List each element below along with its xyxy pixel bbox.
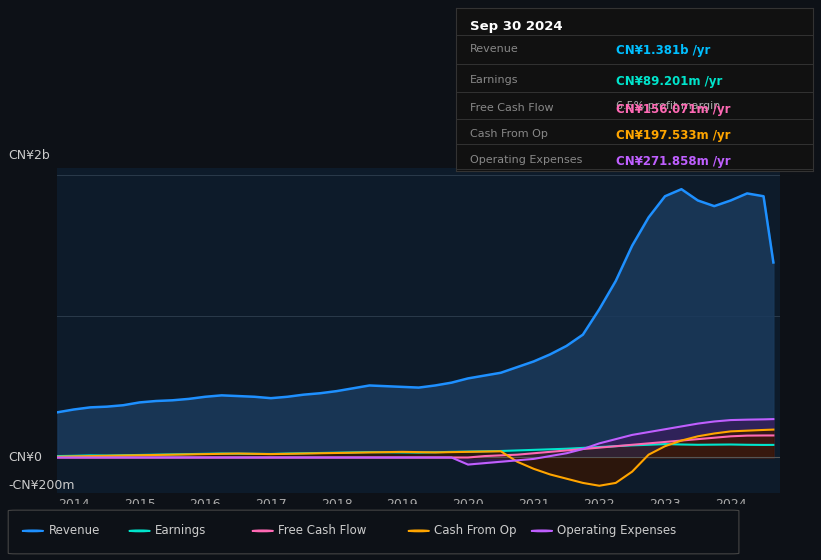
Circle shape [22,530,44,531]
Text: Earnings: Earnings [155,524,207,538]
Text: CN¥0: CN¥0 [8,451,43,464]
Circle shape [252,530,273,531]
Text: Earnings: Earnings [470,75,518,85]
Text: Sep 30 2024: Sep 30 2024 [470,20,562,33]
Circle shape [129,530,150,531]
Text: Revenue: Revenue [470,44,519,54]
Text: CN¥89.201m /yr: CN¥89.201m /yr [617,75,722,88]
Text: CN¥197.533m /yr: CN¥197.533m /yr [617,129,731,142]
Text: Cash From Op: Cash From Op [470,129,548,138]
Circle shape [531,530,553,531]
Text: Free Cash Flow: Free Cash Flow [278,524,367,538]
Text: CN¥271.858m /yr: CN¥271.858m /yr [617,155,731,167]
Text: Cash From Op: Cash From Op [434,524,516,538]
Text: CN¥156.071m /yr: CN¥156.071m /yr [617,102,731,115]
Circle shape [408,530,429,531]
Text: Free Cash Flow: Free Cash Flow [470,102,553,113]
Text: -CN¥200m: -CN¥200m [8,479,75,492]
Text: CN¥1.381b /yr: CN¥1.381b /yr [617,44,711,57]
Text: Operating Expenses: Operating Expenses [470,155,582,165]
Text: CN¥2b: CN¥2b [8,148,50,161]
Text: 6.5% profit margin: 6.5% profit margin [617,101,721,111]
Text: Revenue: Revenue [48,524,100,538]
Text: Operating Expenses: Operating Expenses [557,524,677,538]
